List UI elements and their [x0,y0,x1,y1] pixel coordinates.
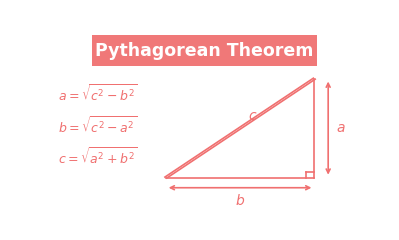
FancyBboxPatch shape [92,35,317,66]
Text: $b = \sqrt{c^2 - a^2}$: $b = \sqrt{c^2 - a^2}$ [57,115,137,136]
Text: Pythagorean Theorem: Pythagorean Theorem [95,42,314,60]
Text: $c$: $c$ [248,108,257,123]
Text: $b$: $b$ [235,193,245,208]
Text: $a = \sqrt{c^2 - b^2}$: $a = \sqrt{c^2 - b^2}$ [57,84,137,105]
Text: $a$: $a$ [336,121,346,135]
Text: $c = \sqrt{a^2 + b^2}$: $c = \sqrt{a^2 + b^2}$ [57,147,137,168]
